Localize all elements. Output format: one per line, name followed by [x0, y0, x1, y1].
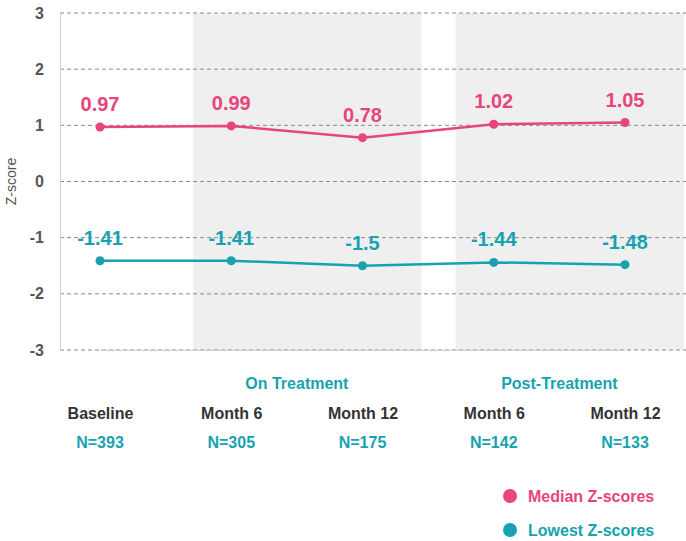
data-label: -1.41: [77, 227, 123, 249]
legend-label: Lowest Z-scores: [528, 522, 654, 539]
data-label: 1.05: [606, 89, 645, 111]
legend-marker: [503, 489, 517, 503]
x-tick: Month 6: [464, 350, 525, 422]
x-tick-label: Month 12: [590, 405, 660, 422]
data-label: 0.97: [81, 93, 120, 115]
y-tick-label: -3: [30, 342, 44, 359]
y-axis-line: [60, 14, 61, 351]
sample-size: N=305: [207, 434, 255, 451]
data-labels: 0.97 0.99 0.78 1.02 1.05 -1.41 -1.41 -1.5 -1.44 -…: [77, 89, 648, 254]
legend-label: Median Z-scores: [528, 488, 654, 505]
grid-line: [60, 181, 686, 182]
x-tick: Month 6: [201, 350, 262, 422]
grid-line: [60, 350, 686, 351]
grid-line: [60, 69, 686, 70]
y-tick: -2: [30, 285, 60, 302]
data-label: -1.44: [471, 228, 517, 250]
plot-marks: [96, 118, 630, 270]
y-axis: -3 -2 -1 0 1 2 3: [30, 5, 61, 359]
series-point: [621, 118, 630, 127]
y-axis-title: Z-score: [3, 158, 19, 206]
sample-size: N=393: [76, 434, 124, 451]
x-axis: Baseline Month 6 Month 12 Month 6 Month 12: [68, 350, 661, 422]
sample-size: N=142: [470, 434, 518, 451]
y-tick: 0: [35, 173, 60, 190]
grid: [60, 13, 686, 350]
series-point: [489, 258, 498, 267]
grid-line: [60, 293, 686, 294]
series-point: [489, 120, 498, 129]
series-point: [227, 121, 236, 130]
series-point: [96, 256, 105, 265]
series-point: [621, 260, 630, 269]
y-tick: 2: [35, 61, 60, 78]
series-point: [358, 133, 367, 142]
x-tick: Baseline: [68, 350, 134, 422]
series-point: [358, 261, 367, 270]
y-tick: 3: [35, 5, 60, 22]
y-tick-label: 1: [35, 117, 44, 134]
grid-line: [60, 13, 686, 14]
y-tick: -1: [30, 229, 60, 246]
series-point: [227, 256, 236, 265]
legend-marker: [503, 523, 517, 537]
data-label: 1.02: [474, 90, 513, 112]
y-tick-label: 0: [35, 173, 44, 190]
data-label: 0.99: [212, 92, 251, 114]
y-tick-label: -2: [30, 285, 44, 302]
x-tick-label: Month 6: [201, 405, 262, 422]
data-label: 0.78: [343, 104, 382, 126]
x-axis-line: [101, 350, 626, 351]
series-point: [96, 123, 105, 132]
x-tick-label: Baseline: [68, 405, 134, 422]
data-label: -1.41: [208, 227, 254, 249]
y-tick-label: 3: [35, 5, 44, 22]
y-tick: 1: [35, 117, 60, 134]
legend: Median Z-scores Lowest Z-scores: [503, 488, 654, 539]
data-label: -1.5: [345, 232, 379, 254]
group-label: Post-Treatment: [501, 375, 618, 392]
x-tick: Month 12: [590, 350, 660, 422]
sample-size: N=175: [339, 434, 387, 451]
x-tick-label: Month 6: [464, 405, 525, 422]
sample-size: N=133: [601, 434, 649, 451]
y-tick: -3: [30, 342, 60, 359]
data-label: -1.48: [602, 231, 648, 253]
y-tick-label: 2: [35, 61, 44, 78]
y-tick-label: -1: [30, 229, 44, 246]
x-tick-label: Month 12: [328, 405, 398, 422]
x-tick: Month 12: [328, 350, 398, 422]
group-label: On Treatment: [245, 375, 349, 392]
